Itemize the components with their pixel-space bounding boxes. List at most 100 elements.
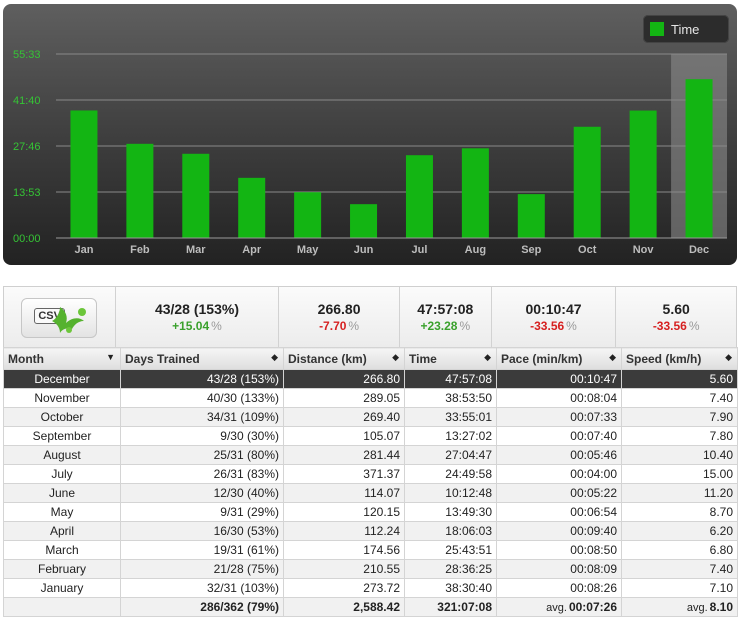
summary-distance-delta: -7.70% xyxy=(279,319,399,333)
cell-month: August xyxy=(3,445,121,465)
bar-aug[interactable] xyxy=(461,148,489,238)
summary-bar: CSV 43/28 (153%) +15.04% 266.80 -7.70% 4… xyxy=(3,286,737,347)
summary-distance-pct: % xyxy=(348,319,360,333)
cell-total-empty xyxy=(3,597,121,617)
bar-jun[interactable] xyxy=(350,204,378,238)
header-pace[interactable]: Pace (min/km) ◆ xyxy=(496,347,622,370)
cell-month: June xyxy=(3,483,121,503)
bar-apr[interactable] xyxy=(238,177,266,238)
cell-pace: 00:04:00 xyxy=(496,464,622,484)
cell-pace: 00:09:40 xyxy=(496,521,622,541)
chart-legend[interactable]: Time xyxy=(643,15,729,43)
cell-days: 9/31 (29%) xyxy=(120,502,284,522)
bar-mar[interactable] xyxy=(182,153,210,238)
time-chart: 00:00 13:53 27:46 41:40 55:33 Jan Feb Mar Apr May… xyxy=(3,4,737,265)
header-days-trained[interactable]: Days Trained ◆ xyxy=(120,347,284,370)
summary-time-value: 47:57:08 xyxy=(417,301,474,317)
x-tick-label: Mar xyxy=(186,244,206,256)
cell-time: 47:57:08 xyxy=(404,369,497,389)
cell-days: 25/31 (80%) xyxy=(120,445,284,465)
header-time[interactable]: Time ◆ xyxy=(404,347,497,370)
cell-time: 13:49:30 xyxy=(404,502,497,522)
cell-days: 32/31 (103%) xyxy=(120,578,284,598)
cell-distance: 371.37 xyxy=(283,464,405,484)
csv-cell: CSV xyxy=(4,287,116,347)
y-tick-label: 00:00 xyxy=(13,233,41,245)
table-row[interactable]: October 34/31 (109%) 269.40 33:55:01 00:07:3… xyxy=(3,407,738,427)
cell-month: February xyxy=(3,559,121,579)
cell-time: 28:36:25 xyxy=(404,559,497,579)
cell-time: 24:49:58 xyxy=(404,464,497,484)
cell-distance: 174.56 xyxy=(283,540,405,560)
cell-speed: 7.90 xyxy=(621,407,738,427)
bar-sep[interactable] xyxy=(517,194,545,238)
table-row[interactable]: May 9/31 (29%) 120.15 13:49:30 00:06:54 8.70 xyxy=(3,502,738,522)
y-tick-label: 41:40 xyxy=(13,95,41,107)
summary-days-delta-value: +15.04 xyxy=(172,319,210,333)
cell-time: 38:30:40 xyxy=(404,578,497,598)
table-row[interactable]: January 32/31 (103%) 273.72 38:30:40 00:08:2… xyxy=(3,578,738,598)
cell-distance: 105.07 xyxy=(283,426,405,446)
summary-speed-pct: % xyxy=(688,319,700,333)
bar-dec[interactable] xyxy=(685,79,713,238)
legend-swatch xyxy=(650,22,664,36)
legend-label: Time xyxy=(671,21,700,37)
cell-days: 21/28 (75%) xyxy=(120,559,284,579)
cell-month: September xyxy=(3,426,121,446)
summary-days-delta: +15.04% xyxy=(116,319,279,333)
total-pace-value: 00:07:26 xyxy=(568,600,617,614)
x-tick-label: Aug xyxy=(465,244,486,256)
cell-pace: 00:08:26 xyxy=(496,578,622,598)
cell-days: 19/31 (61%) xyxy=(120,540,284,560)
cell-speed: 11.20 xyxy=(621,483,738,503)
cell-time: 18:06:03 xyxy=(404,521,497,541)
cell-time: 38:53:50 xyxy=(404,388,497,408)
summary-time-delta-value: +23.28 xyxy=(420,319,458,333)
summary-time-delta: +23.28% xyxy=(400,319,491,333)
cell-pace: 00:05:46 xyxy=(496,445,622,465)
bar-may[interactable] xyxy=(294,192,322,238)
sort-icon: ◆ xyxy=(725,352,732,362)
table-row[interactable]: December 43/28 (153%) 266.80 47:57:08 00:10:… xyxy=(3,369,738,389)
table-row[interactable]: June 12/30 (40%) 114.07 10:12:48 00:05:22 11.… xyxy=(3,483,738,503)
table-row[interactable]: February 21/28 (75%) 210.55 28:36:25 00:08:0… xyxy=(3,559,738,579)
cell-pace: 00:07:33 xyxy=(496,407,622,427)
x-tick-label: Feb xyxy=(130,244,150,256)
header-distance[interactable]: Distance (km) ◆ xyxy=(283,347,405,370)
total-days: 286/362 (79%) xyxy=(120,597,284,617)
summary-pace-delta-value: -33.56 xyxy=(530,319,565,333)
table-row[interactable]: July 26/31 (83%) 371.37 24:49:58 00:04:00 15.… xyxy=(3,464,738,484)
header-time-label: Time xyxy=(409,351,437,366)
csv-export-button[interactable]: CSV xyxy=(21,298,98,338)
summary-time-pct: % xyxy=(459,319,471,333)
x-tick-label: Jul xyxy=(412,244,428,256)
cell-month: October xyxy=(3,407,121,427)
bar-oct[interactable] xyxy=(573,126,601,238)
cell-time: 13:27:02 xyxy=(404,426,497,446)
cell-time: 25:43:51 xyxy=(404,540,497,560)
table-row[interactable]: April 16/30 (53%) 112.24 18:06:03 00:09:40 6.… xyxy=(3,521,738,541)
table-row[interactable]: September 9/30 (30%) 105.07 13:27:02 00:07:4… xyxy=(3,426,738,446)
bar-feb[interactable] xyxy=(126,143,154,238)
total-pace: avg. 00:07:26 xyxy=(496,597,622,617)
cell-distance: 273.72 xyxy=(283,578,405,598)
total-speed: avg. 8.10 xyxy=(621,597,738,617)
cell-time: 10:12:48 xyxy=(404,483,497,503)
table-row[interactable]: November 40/30 (133%) 289.05 38:53:50 00:08:… xyxy=(3,388,738,408)
sort-icon: ◆ xyxy=(392,352,399,362)
bar-jul[interactable] xyxy=(405,155,433,238)
table-row[interactable]: March 19/31 (61%) 174.56 25:43:51 00:08:50 6.… xyxy=(3,540,738,560)
csv-logo-icon xyxy=(52,307,87,333)
bar-nov[interactable] xyxy=(629,110,657,238)
cell-pace: 00:08:50 xyxy=(496,540,622,560)
summary-pace-pct: % xyxy=(566,319,577,333)
bar-jan[interactable] xyxy=(70,110,98,238)
bar-chart-svg: 00:00 13:53 27:46 41:40 55:33 Jan Feb Mar Apr May… xyxy=(13,49,727,256)
summary-pace-delta: -33.56% xyxy=(492,319,616,333)
cell-pace: 00:08:09 xyxy=(496,559,622,579)
header-speed[interactable]: Speed (km/h) ◆ xyxy=(621,347,738,370)
table-row[interactable]: August 25/31 (80%) 281.44 27:04:47 00:05:46 1… xyxy=(3,445,738,465)
header-month[interactable]: Month ▼ xyxy=(3,347,121,370)
summary-days: 43/28 (153%) +15.04% xyxy=(116,287,280,347)
cell-pace: 00:08:04 xyxy=(496,388,622,408)
